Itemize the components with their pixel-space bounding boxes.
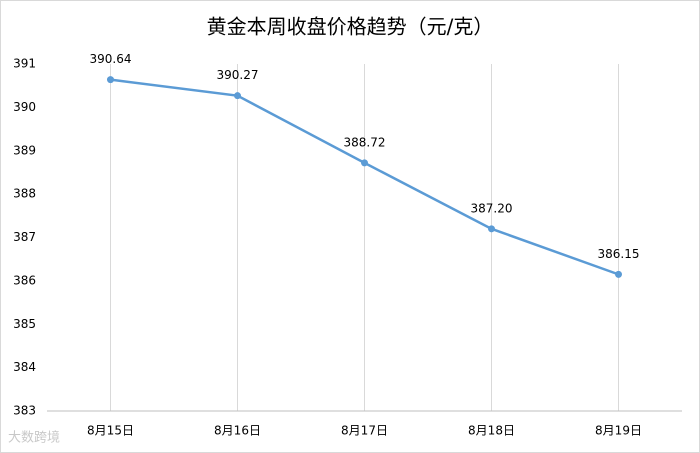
x-tick-label: 8月19日 [595,424,642,438]
y-tick-label: 385 [13,317,36,331]
y-tick-label: 389 [13,143,36,157]
y-tick-label: 384 [13,360,36,374]
x-tick-label: 8月15日 [87,424,134,438]
x-tick-label: 8月16日 [214,424,261,438]
data-label: 386.15 [598,247,640,261]
chart-title: 黄金本周收盘价格趋势（元/克） [207,15,494,39]
y-tick-label: 390 [13,100,36,114]
point [107,76,114,84]
data-label: 390.64 [90,52,132,66]
y-tick-label: 388 [13,187,36,201]
y-tick-label: 387 [13,230,36,244]
data-label: 388.72 [344,135,386,149]
point [615,270,622,278]
watermark: 大数跨境 [8,431,60,446]
data-label: 390.27 [217,68,259,82]
y-tick-label: 383 [13,404,36,418]
point [488,225,495,233]
y-tick-label: 386 [13,273,36,287]
y-tick-label: 391 [13,57,36,71]
x-tick-label: 8月17日 [341,424,388,438]
x-tick-label: 8月18日 [468,424,515,438]
point [234,92,241,100]
data-label: 387.20 [471,201,513,215]
point [361,159,368,167]
